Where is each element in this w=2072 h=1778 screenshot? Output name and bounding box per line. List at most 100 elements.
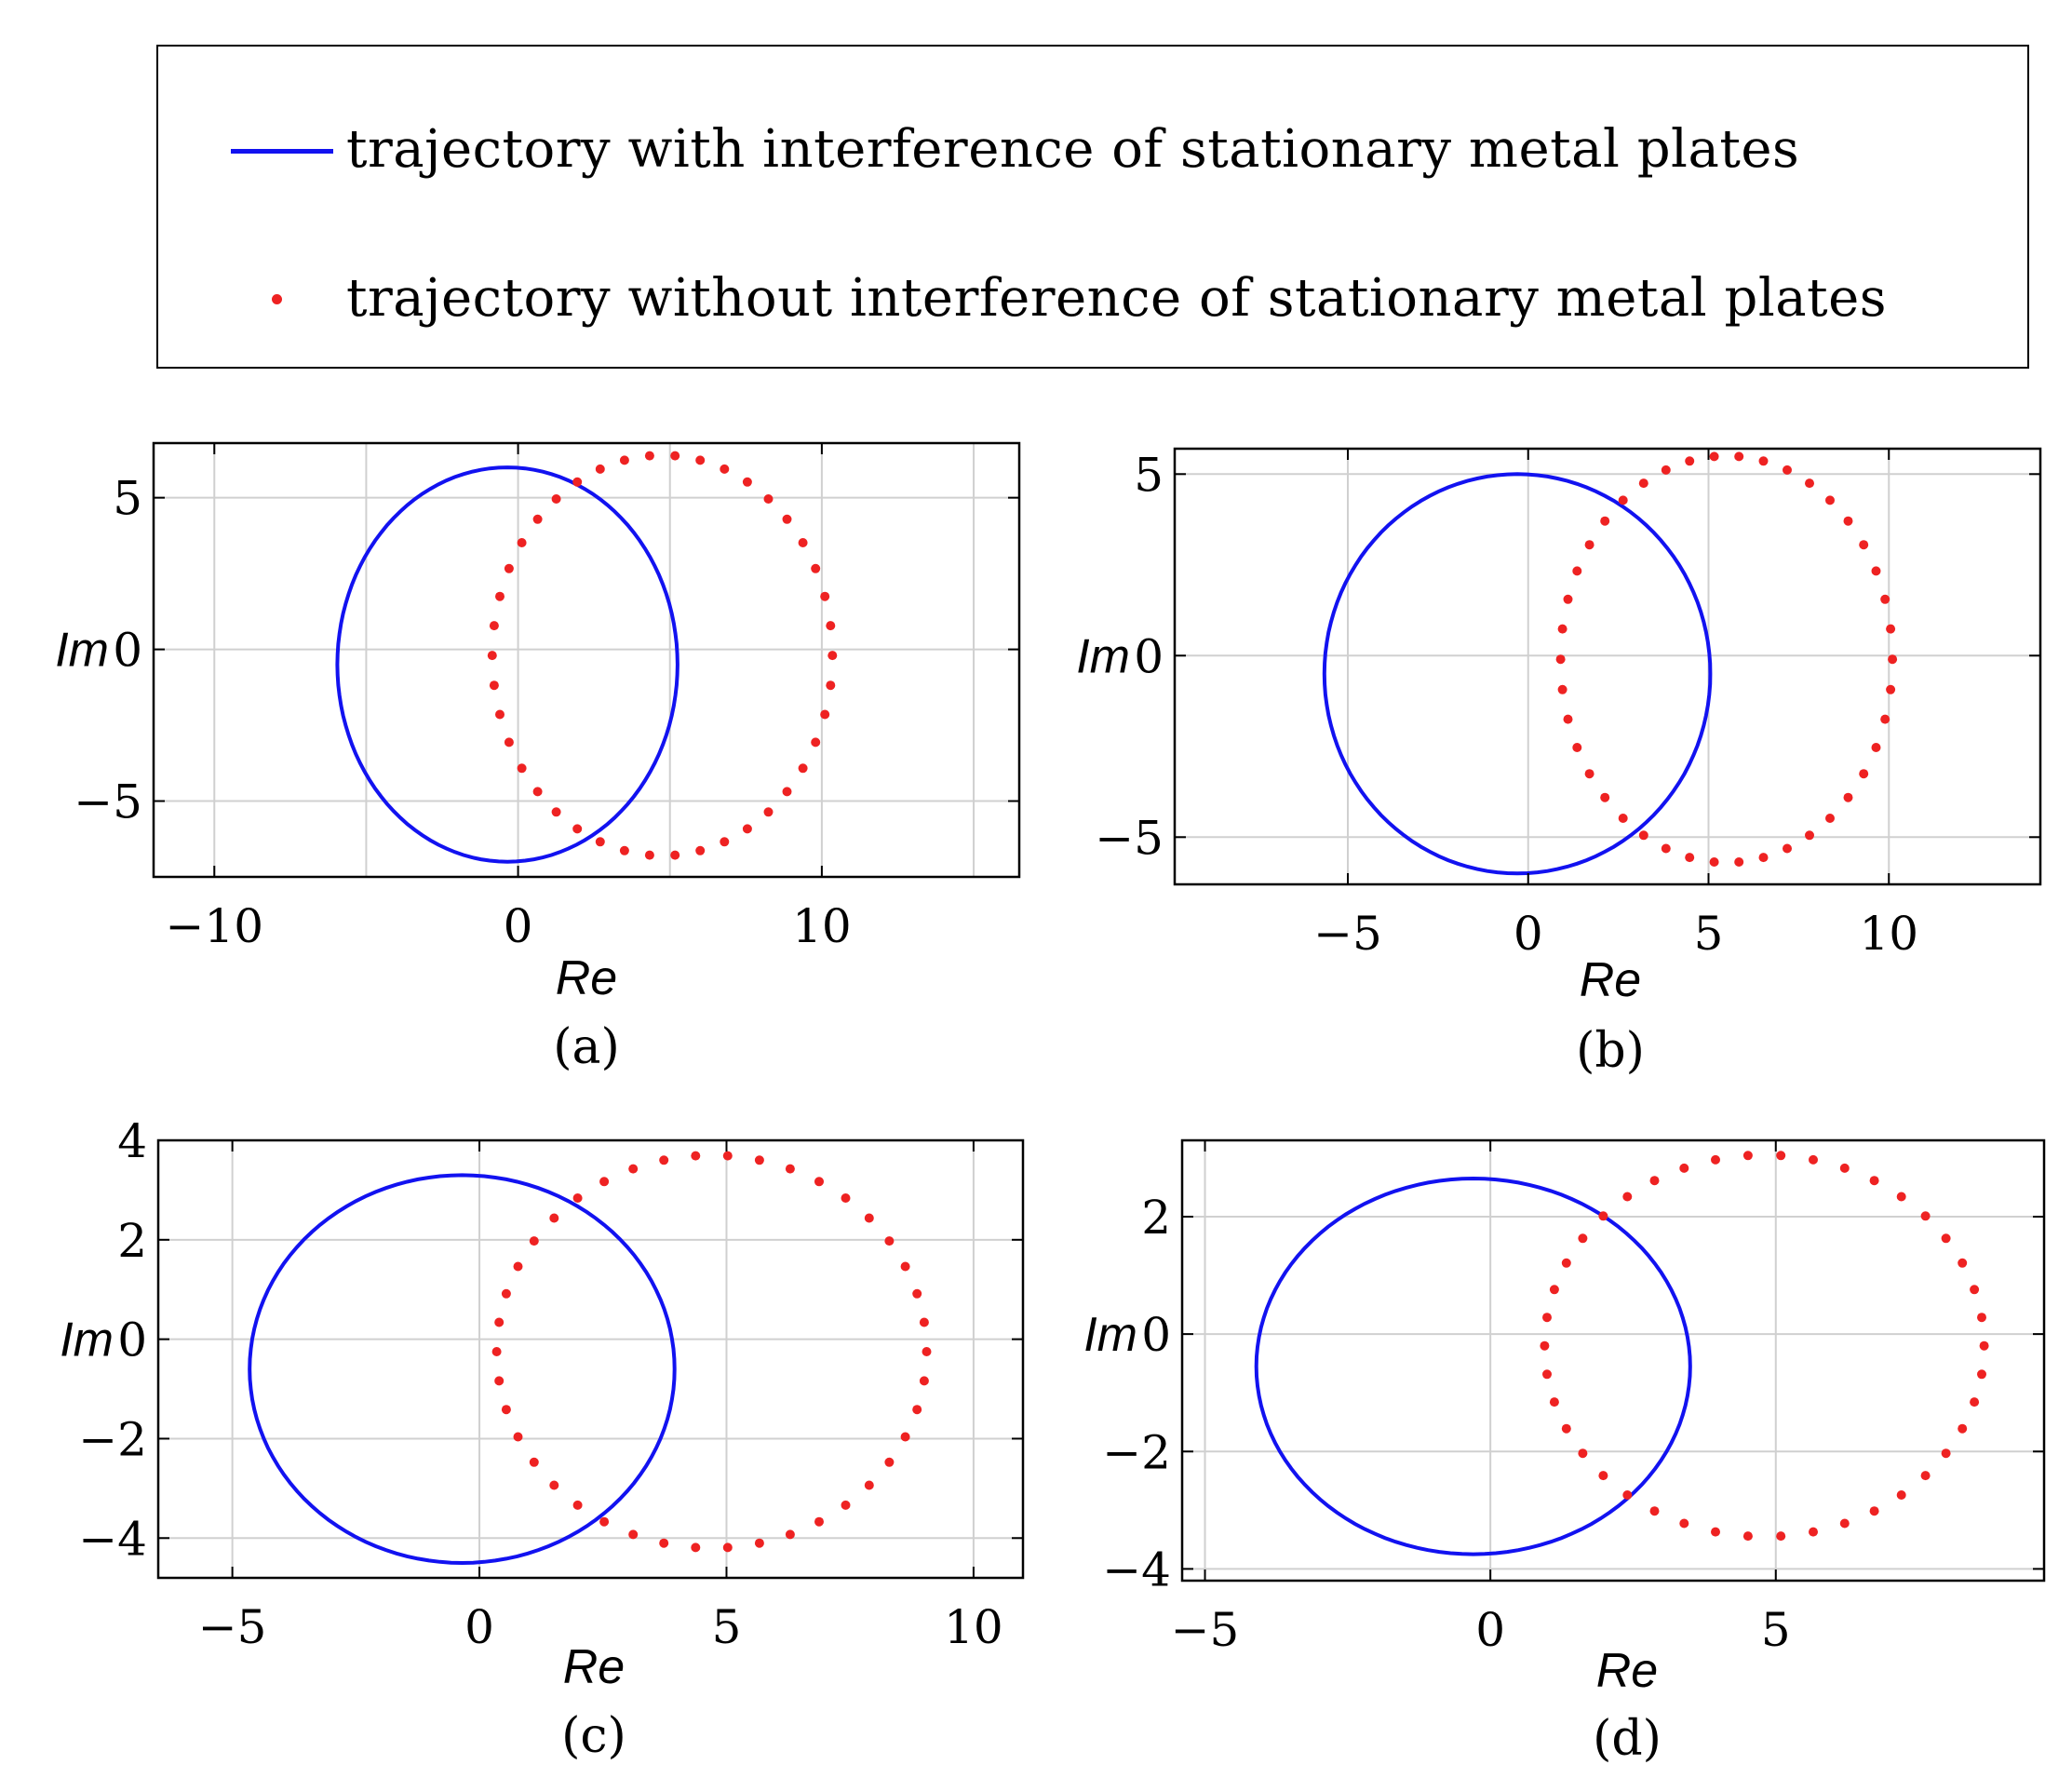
data-point-without-interference bbox=[1970, 1285, 1980, 1295]
data-point-without-interference bbox=[1871, 566, 1881, 576]
panel-caption: (b) bbox=[1576, 1023, 1645, 1079]
data-point-without-interference bbox=[1638, 830, 1648, 841]
data-point-without-interference bbox=[695, 455, 706, 465]
data-point-without-interference bbox=[513, 1432, 523, 1442]
panel-caption: (d) bbox=[1593, 1711, 1662, 1767]
data-point-without-interference bbox=[763, 807, 774, 817]
data-point-without-interference bbox=[1869, 1176, 1879, 1186]
chart-d: −5 0 5 −4 −2 0 2 Im Re (d) bbox=[1083, 1138, 2046, 1767]
y-tick-label: −5 bbox=[1095, 811, 1164, 865]
data-point-without-interference bbox=[1622, 1192, 1633, 1202]
data-point-without-interference bbox=[864, 1213, 874, 1223]
series-line-with-interference bbox=[248, 1173, 677, 1566]
data-point-without-interference bbox=[1886, 684, 1896, 694]
data-point-without-interference bbox=[489, 680, 499, 691]
data-point-without-interference bbox=[798, 763, 808, 774]
y-axis-label: Im bbox=[60, 1313, 114, 1367]
data-point-without-interference bbox=[782, 514, 792, 524]
data-point-without-interference bbox=[501, 1288, 511, 1299]
x-tick-label: −5 bbox=[1171, 1603, 1240, 1657]
data-point-without-interference bbox=[644, 451, 654, 461]
data-point-without-interference bbox=[1711, 1154, 1720, 1165]
data-point-without-interference bbox=[628, 1529, 639, 1540]
x-tick-label: 0 bbox=[1514, 907, 1543, 961]
data-point-without-interference bbox=[599, 1177, 610, 1187]
data-point-without-interference bbox=[494, 1376, 505, 1386]
x-tick-label: 10 bbox=[792, 899, 852, 953]
data-point-without-interference bbox=[1549, 1285, 1559, 1295]
data-point-without-interference bbox=[782, 787, 792, 797]
data-point-without-interference bbox=[841, 1500, 851, 1510]
data-point-without-interference bbox=[912, 1288, 922, 1299]
chart-c: −5 0 5 10 −4 −2 0 2 4 Im Re (c) bbox=[60, 1114, 1025, 1764]
y-tick-label: −2 bbox=[1102, 1425, 1171, 1479]
data-point-without-interference bbox=[517, 763, 527, 774]
data-point-without-interference bbox=[1805, 830, 1814, 841]
data-point-without-interference bbox=[720, 837, 730, 847]
data-point-without-interference bbox=[1920, 1471, 1931, 1481]
data-point-without-interference bbox=[1776, 1151, 1786, 1161]
data-point-without-interference bbox=[798, 538, 808, 547]
data-point-without-interference bbox=[1958, 1423, 1968, 1434]
y-tick-label: −2 bbox=[78, 1412, 147, 1466]
data-point-without-interference bbox=[1584, 769, 1594, 779]
data-point-without-interference bbox=[1776, 1531, 1786, 1542]
data-point-without-interference bbox=[900, 1261, 910, 1272]
data-point-without-interference bbox=[695, 845, 706, 855]
data-point-without-interference bbox=[720, 464, 730, 474]
data-point-without-interference bbox=[1685, 456, 1695, 466]
data-point-without-interference bbox=[1958, 1258, 1968, 1268]
data-point-without-interference bbox=[1809, 1154, 1818, 1165]
data-point-without-interference bbox=[742, 477, 752, 487]
x-tick-label: 5 bbox=[712, 1600, 742, 1654]
data-point-without-interference bbox=[487, 651, 497, 661]
data-point-without-interference bbox=[884, 1457, 895, 1467]
x-tick-label: 0 bbox=[464, 1600, 494, 1654]
data-point-without-interference bbox=[670, 850, 680, 860]
legend-label-without-interference: trajectory without interference of stati… bbox=[346, 268, 1888, 329]
data-point-without-interference bbox=[491, 1347, 502, 1356]
legend-dot-marker bbox=[272, 294, 282, 304]
data-point-without-interference bbox=[919, 1376, 929, 1386]
data-point-without-interference bbox=[912, 1405, 922, 1415]
data-point-without-interference bbox=[722, 1542, 733, 1553]
x-axis-label: Re bbox=[563, 1640, 625, 1694]
data-point-without-interference bbox=[919, 1317, 929, 1327]
data-point-without-interference bbox=[495, 591, 505, 601]
data-point-without-interference bbox=[1920, 1211, 1931, 1221]
data-point-without-interference bbox=[1557, 684, 1567, 694]
series-line-with-interference bbox=[1254, 1176, 1692, 1556]
x-tick-label: −5 bbox=[198, 1600, 267, 1654]
data-point-without-interference bbox=[595, 837, 605, 847]
data-point-without-interference bbox=[722, 1151, 733, 1161]
data-point-without-interference bbox=[742, 824, 752, 834]
data-point-without-interference bbox=[820, 591, 830, 601]
data-point-without-interference bbox=[864, 1480, 874, 1490]
legend: trajectory with interference of stationa… bbox=[156, 45, 2029, 369]
x-axis-label: Re bbox=[1596, 1644, 1658, 1698]
data-point-without-interference bbox=[1661, 465, 1671, 475]
plot-frame bbox=[152, 441, 1021, 879]
data-point-without-interference bbox=[691, 1151, 701, 1161]
data-point-without-interference bbox=[595, 464, 605, 474]
series-line-with-interference bbox=[1322, 472, 1713, 876]
data-point-without-interference bbox=[1555, 654, 1566, 665]
data-point-without-interference bbox=[1869, 1506, 1879, 1516]
data-point-without-interference bbox=[549, 1480, 559, 1490]
data-point-without-interference bbox=[1561, 1258, 1571, 1268]
y-tick-label: 4 bbox=[117, 1114, 147, 1168]
series-line-with-interference bbox=[335, 465, 679, 864]
plot-frame bbox=[1173, 447, 2042, 886]
data-point-without-interference bbox=[1618, 814, 1628, 823]
data-point-without-interference bbox=[1896, 1490, 1906, 1500]
data-point-without-interference bbox=[504, 737, 514, 748]
data-point-without-interference bbox=[1941, 1233, 1951, 1244]
data-point-without-interference bbox=[1563, 594, 1573, 604]
data-point-without-interference bbox=[619, 455, 629, 465]
data-point-without-interference bbox=[495, 709, 505, 720]
data-point-without-interference bbox=[1859, 540, 1869, 550]
data-point-without-interference bbox=[517, 538, 527, 547]
plot-area bbox=[1175, 449, 2040, 884]
y-axis-label: Im bbox=[1083, 1308, 1137, 1362]
